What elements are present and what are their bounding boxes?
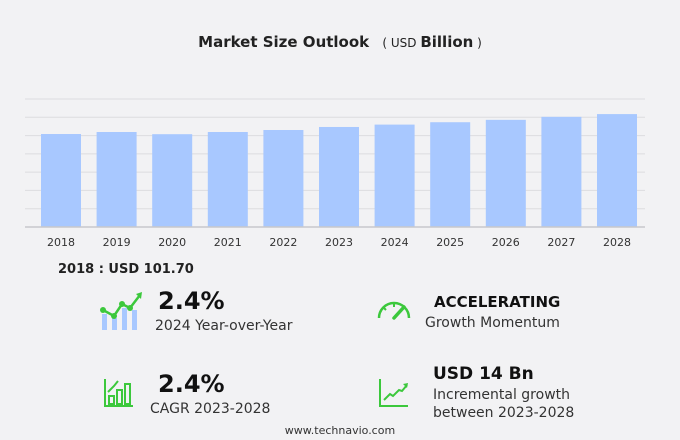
cagr-value: 2.4%: [158, 370, 225, 398]
bar-line-growth-icon: [100, 292, 142, 330]
bar-2027: [541, 116, 582, 227]
yoy-value: 2.4%: [158, 287, 225, 315]
chart-title: Market Size Outlook ( USD Billion ): [0, 33, 680, 51]
bar-2021: [207, 132, 248, 227]
bar-2019: [96, 132, 137, 227]
bar-chart: 2018 2019 2020 2021 2022 2023 2024 2025 2026 2027…: [25, 98, 645, 249]
bar-2018: [41, 134, 81, 227]
trend-line-icon: [379, 379, 408, 407]
bar-2024: [374, 124, 415, 227]
x-tick-label: 2025: [436, 236, 464, 249]
incremental-label-2: between 2023-2028: [433, 405, 575, 421]
unit-label: ( USD Billion ): [382, 33, 482, 51]
momentum-label: Growth Momentum: [425, 315, 560, 331]
unit-prefix: USD: [390, 36, 417, 50]
footer-url: www.technavio.com: [284, 424, 396, 437]
x-tick-label: 2021: [214, 236, 242, 249]
x-tick-label: 2023: [325, 236, 353, 249]
x-tick-label: 2026: [492, 236, 520, 249]
bar-2022: [263, 129, 304, 227]
bar-2028: [597, 114, 637, 227]
bar-2025: [430, 122, 471, 227]
incremental-value: USD 14 Bn: [433, 364, 534, 384]
base-year-value: 2018 : USD 101.70: [58, 262, 194, 277]
cagr-label: CAGR 2023-2028: [150, 401, 271, 417]
x-tick-label: 2027: [547, 236, 575, 249]
bar-2020: [152, 134, 193, 227]
x-tick-label: 2022: [269, 236, 297, 249]
bar-chart-arrow-icon: [104, 379, 133, 407]
bar-2026: [485, 119, 526, 227]
momentum-value: ACCELERATING: [434, 293, 561, 311]
x-tick-label: 2024: [381, 236, 409, 249]
bar-2023: [319, 126, 359, 227]
x-tick-label: 2019: [103, 236, 131, 249]
x-tick-label: 2018: [47, 236, 75, 249]
title-text: Market Size Outlook: [198, 33, 370, 51]
unit-name: Billion: [420, 33, 474, 51]
x-tick-label: 2028: [603, 236, 631, 249]
x-tick-label: 2020: [158, 236, 186, 249]
incremental-label-1: Incremental growth: [433, 387, 571, 403]
yoy-label: 2024 Year-over-Year: [155, 318, 293, 334]
speedometer-icon: [377, 301, 411, 320]
